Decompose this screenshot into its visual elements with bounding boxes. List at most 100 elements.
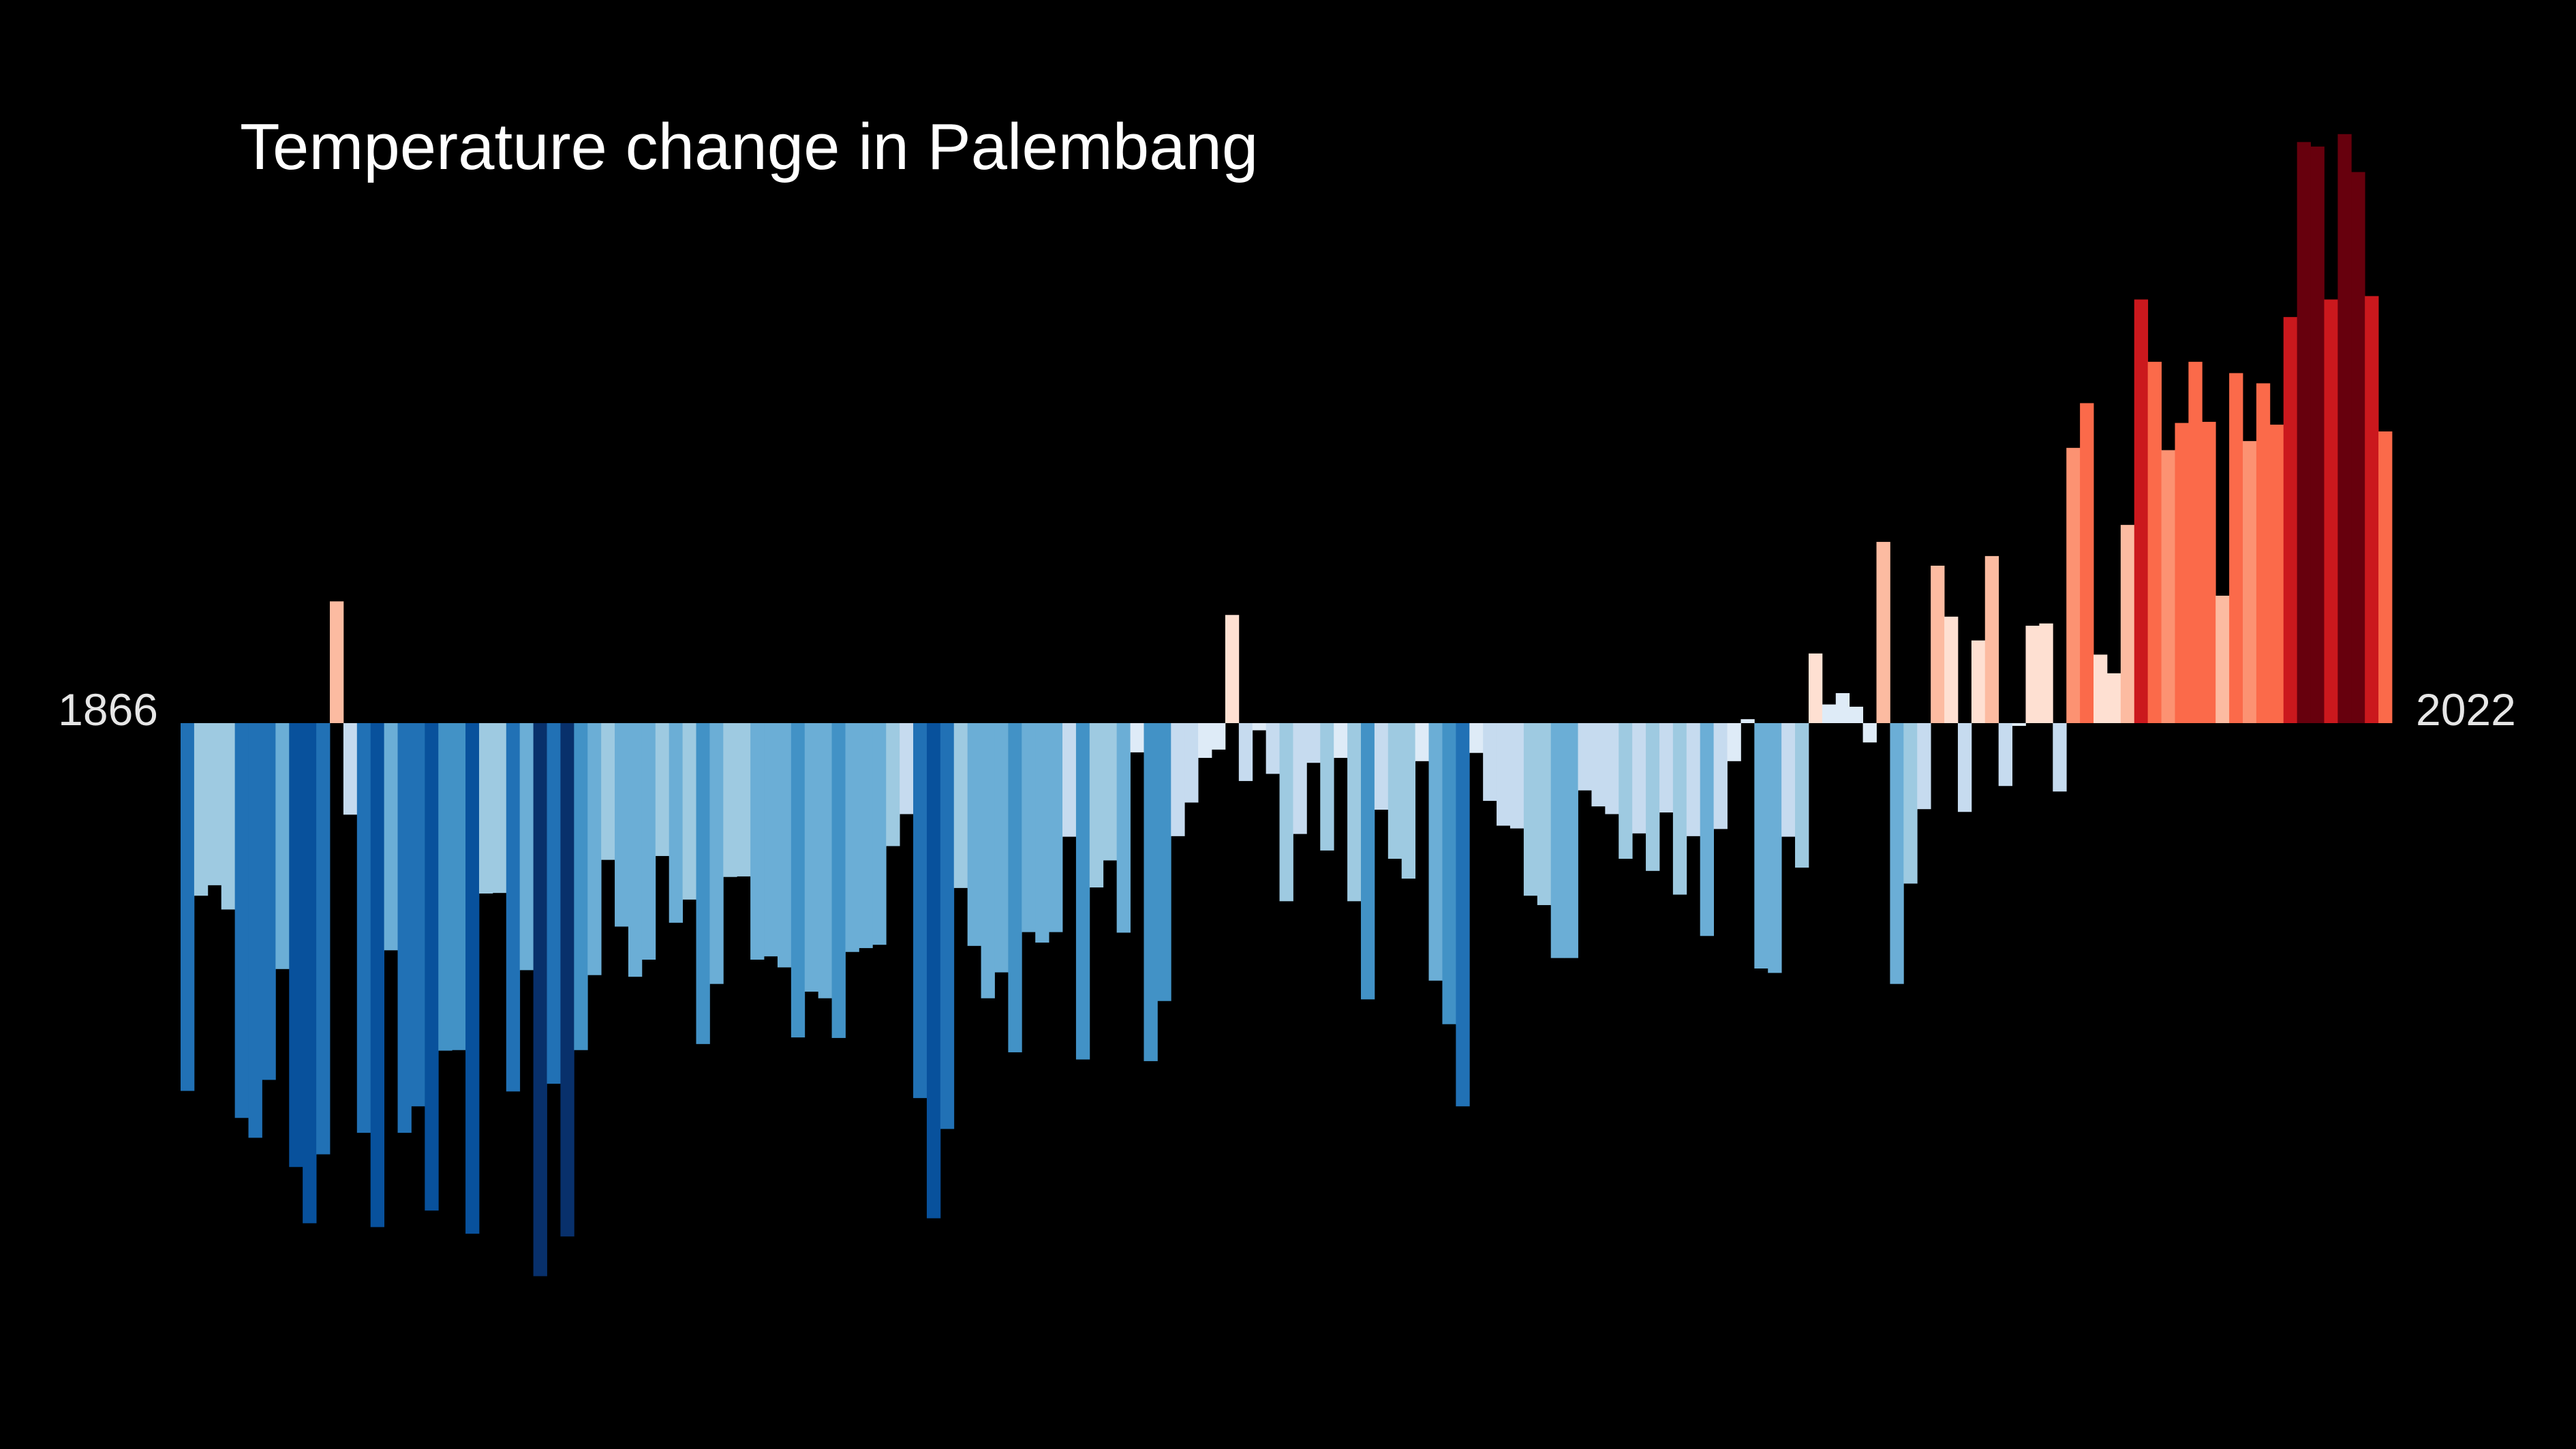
bar-1870 [234, 723, 249, 1118]
bar-1957 [1415, 723, 1429, 761]
bar-1979 [1713, 723, 1728, 829]
bar-1987 [1822, 704, 1837, 723]
bar-1878 [343, 723, 358, 815]
bar-1894 [560, 723, 574, 1237]
bar-1902 [669, 723, 683, 923]
bar-2021 [2283, 317, 2298, 723]
bar-1992 [1890, 723, 1904, 984]
bar-1988 [1835, 692, 1850, 723]
bar-1901 [655, 723, 670, 856]
bar-1963 [1497, 723, 1511, 826]
bar-2007 [2094, 654, 2108, 723]
bar-2006 [2080, 403, 2094, 723]
bar-1943 [1225, 615, 1240, 723]
bar-1949 [1306, 723, 1321, 763]
bar-1995 [1931, 565, 1945, 723]
bar-2001 [2012, 723, 2026, 727]
bar-2014 [2188, 361, 2203, 723]
bar-1920 [913, 723, 927, 1099]
bar-1961 [1469, 723, 1484, 753]
bar-2004 [2053, 723, 2067, 792]
bar-1871 [248, 723, 262, 1138]
bar-1936 [1130, 723, 1144, 752]
bar-1915 [845, 723, 859, 952]
bar-2024 [2324, 299, 2338, 723]
bar-1999 [1984, 555, 1999, 723]
bar-1956 [1401, 723, 1416, 879]
bar-1889 [492, 723, 507, 894]
bar-1938 [1157, 723, 1171, 1001]
bar-2002 [2025, 626, 2040, 723]
bar-1874 [289, 723, 303, 1168]
bar-1868 [207, 723, 222, 885]
bar-1940 [1184, 723, 1199, 803]
bar-1904 [696, 723, 710, 1044]
bar-1960 [1456, 723, 1470, 1107]
bar-1903 [682, 723, 696, 900]
bar-1895 [574, 723, 588, 1050]
bar-1919 [900, 723, 914, 814]
bar-1887 [465, 723, 480, 1234]
bar-1866 [181, 723, 195, 1091]
bar-1883 [411, 723, 425, 1107]
bar-1981 [1741, 719, 1755, 723]
bar-1946 [1266, 723, 1280, 774]
bar-1913 [818, 723, 832, 998]
bar-2015 [2202, 421, 2216, 723]
bar-2003 [2039, 623, 2053, 723]
bar-1927 [1008, 723, 1022, 1052]
bar-1911 [791, 723, 806, 1038]
bar-1873 [275, 723, 290, 969]
bar-1928 [1022, 723, 1036, 932]
bar-1973 [1632, 723, 1646, 834]
bar-1907 [737, 723, 751, 876]
bar-1948 [1293, 723, 1307, 834]
bar-1899 [628, 723, 643, 977]
bar-1994 [1917, 723, 1931, 810]
bar-1965 [1523, 723, 1538, 896]
bar-2019 [2256, 383, 2271, 723]
bar-1926 [994, 723, 1009, 973]
bar-1924 [967, 723, 981, 946]
bar-1939 [1171, 723, 1185, 836]
bar-2020 [2269, 425, 2284, 723]
bar-1890 [506, 723, 521, 1092]
bar-1925 [981, 723, 995, 998]
bar-1954 [1374, 723, 1389, 810]
bar-2011 [2147, 361, 2162, 723]
bar-1985 [1795, 723, 1809, 868]
bar-1905 [709, 723, 724, 984]
bar-2013 [2175, 423, 2189, 723]
bar-1906 [723, 723, 737, 877]
bar-1967 [1550, 723, 1565, 958]
bar-1932 [1075, 723, 1090, 1060]
bar-1951 [1334, 723, 1348, 758]
bar-1930 [1049, 723, 1063, 932]
bar-1968 [1564, 723, 1578, 958]
bar-1885 [438, 723, 453, 1051]
bar-2005 [2066, 448, 2081, 723]
bar-1882 [397, 723, 412, 1133]
bar-1867 [194, 723, 209, 896]
bar-1989 [1849, 706, 1863, 723]
bar-1881 [384, 723, 398, 951]
bar-1888 [478, 723, 493, 894]
start-year-label: 1866 [58, 684, 158, 735]
bar-1892 [533, 723, 547, 1277]
bar-1964 [1509, 723, 1524, 829]
bar-1998 [1971, 640, 1986, 723]
bar-1921 [926, 723, 941, 1219]
bar-1983 [1768, 723, 1782, 973]
bar-1891 [519, 723, 534, 971]
bar-1997 [1957, 723, 1972, 812]
bar-2016 [2215, 596, 2230, 723]
bar-2027 [2365, 296, 2379, 723]
bar-1900 [641, 723, 656, 960]
bar-1942 [1212, 723, 1226, 750]
bar-1884 [425, 723, 439, 1211]
bar-1982 [1754, 723, 1768, 968]
chart-title: Temperature change in Palembang [240, 110, 1258, 183]
bar-1977 [1686, 723, 1701, 836]
bar-1909 [764, 723, 778, 957]
bar-1959 [1442, 723, 1456, 1024]
